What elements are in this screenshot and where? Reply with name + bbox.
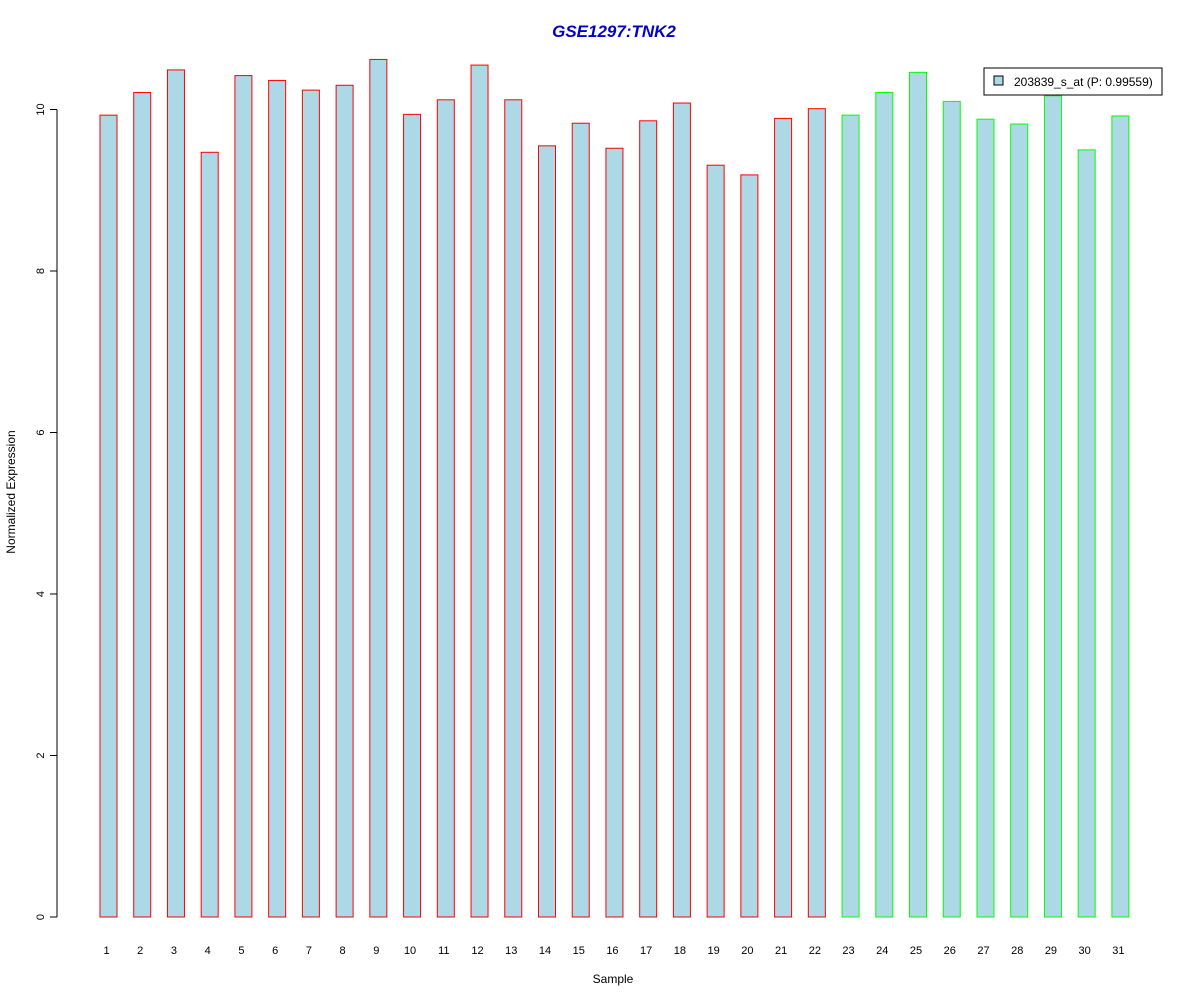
bar [133,92,152,918]
y-tick-label: 2 [35,752,47,758]
bar [99,114,118,918]
bar [436,99,455,918]
bar [403,113,422,918]
y-tick-label: 8 [35,268,47,274]
y-tick-label: 4 [35,591,47,597]
x-tick-label: 18 [674,945,686,957]
bar [537,145,556,918]
bar [335,84,354,918]
bar [301,89,320,918]
y-axis-label: Normalized Expression [4,430,18,553]
bar [571,122,590,918]
x-tick-label: 13 [505,945,517,957]
bar [166,69,185,918]
bar [672,102,691,918]
x-tick-label: 17 [640,945,652,957]
bar [200,151,219,918]
bar [1043,95,1062,918]
x-tick-label: 5 [238,945,244,957]
x-tick-label: 1 [103,945,109,957]
y-axis: 0 2 4 6 8 10 [35,103,58,920]
x-tick-label: 22 [809,945,821,957]
x-tick-label: 23 [842,945,854,957]
x-axis-label: Sample [593,972,634,986]
bar [1111,115,1130,918]
bar [706,164,725,918]
x-tick-label: 9 [373,945,379,957]
x-tick-label: 28 [1011,945,1023,957]
bar [740,174,759,918]
x-tick-label: 2 [137,945,143,957]
legend-swatch [993,75,1004,86]
x-tick-label: 7 [306,945,312,957]
bar [976,118,995,918]
x-tick-label: 30 [1079,945,1091,957]
x-tick-label: 31 [1112,945,1124,957]
legend-box [983,67,1163,96]
bar [909,71,928,918]
x-tick-label: 19 [708,945,720,957]
bar [942,100,961,918]
x-tick-label: 11 [438,945,449,957]
y-tick-label: 6 [35,429,47,435]
x-tick-label: 12 [471,945,483,957]
bar [774,117,793,918]
x-tick-label: 15 [573,945,585,957]
x-tick-label: 6 [272,945,278,957]
x-tick-label: 4 [205,945,211,957]
x-tick-label: 8 [340,945,346,957]
bar [504,99,523,918]
bar [807,108,826,918]
bar [639,120,658,918]
bar [234,75,253,918]
x-tick-label: 27 [977,945,989,957]
y-tick-label: 10 [35,103,47,115]
bar [1077,149,1096,918]
chart-title: GSE1297:TNK2 [552,22,676,41]
bars-group [99,58,1130,918]
x-tick-label: 20 [741,945,753,957]
x-tick-label: 14 [539,945,551,957]
x-tick-label: 25 [910,945,922,957]
x-tick-label: 3 [171,945,177,957]
bar [875,92,894,918]
bar [268,79,287,918]
x-tick-labels: 1 2 3 4 5 6 7 8 9 10 11 12 13 14 15 16 17 18 19 20 21 22 23 24 2… [103,945,1124,957]
x-tick-label: 29 [1045,945,1057,957]
bar [1010,123,1029,918]
bar [369,58,388,918]
bar [841,114,860,918]
x-tick-label: 21 [775,945,787,957]
legend: 203839_s_at (P: 0.99559) [983,67,1163,96]
x-tick-label: 24 [876,945,888,957]
y-tick-label: 0 [35,914,47,920]
bar [470,64,489,918]
x-tick-label: 16 [606,945,618,957]
x-tick-label: 10 [404,945,416,957]
bar [605,147,624,918]
legend-label: 203839_s_at (P: 0.99559) [1014,75,1153,89]
x-tick-label: 26 [944,945,956,957]
